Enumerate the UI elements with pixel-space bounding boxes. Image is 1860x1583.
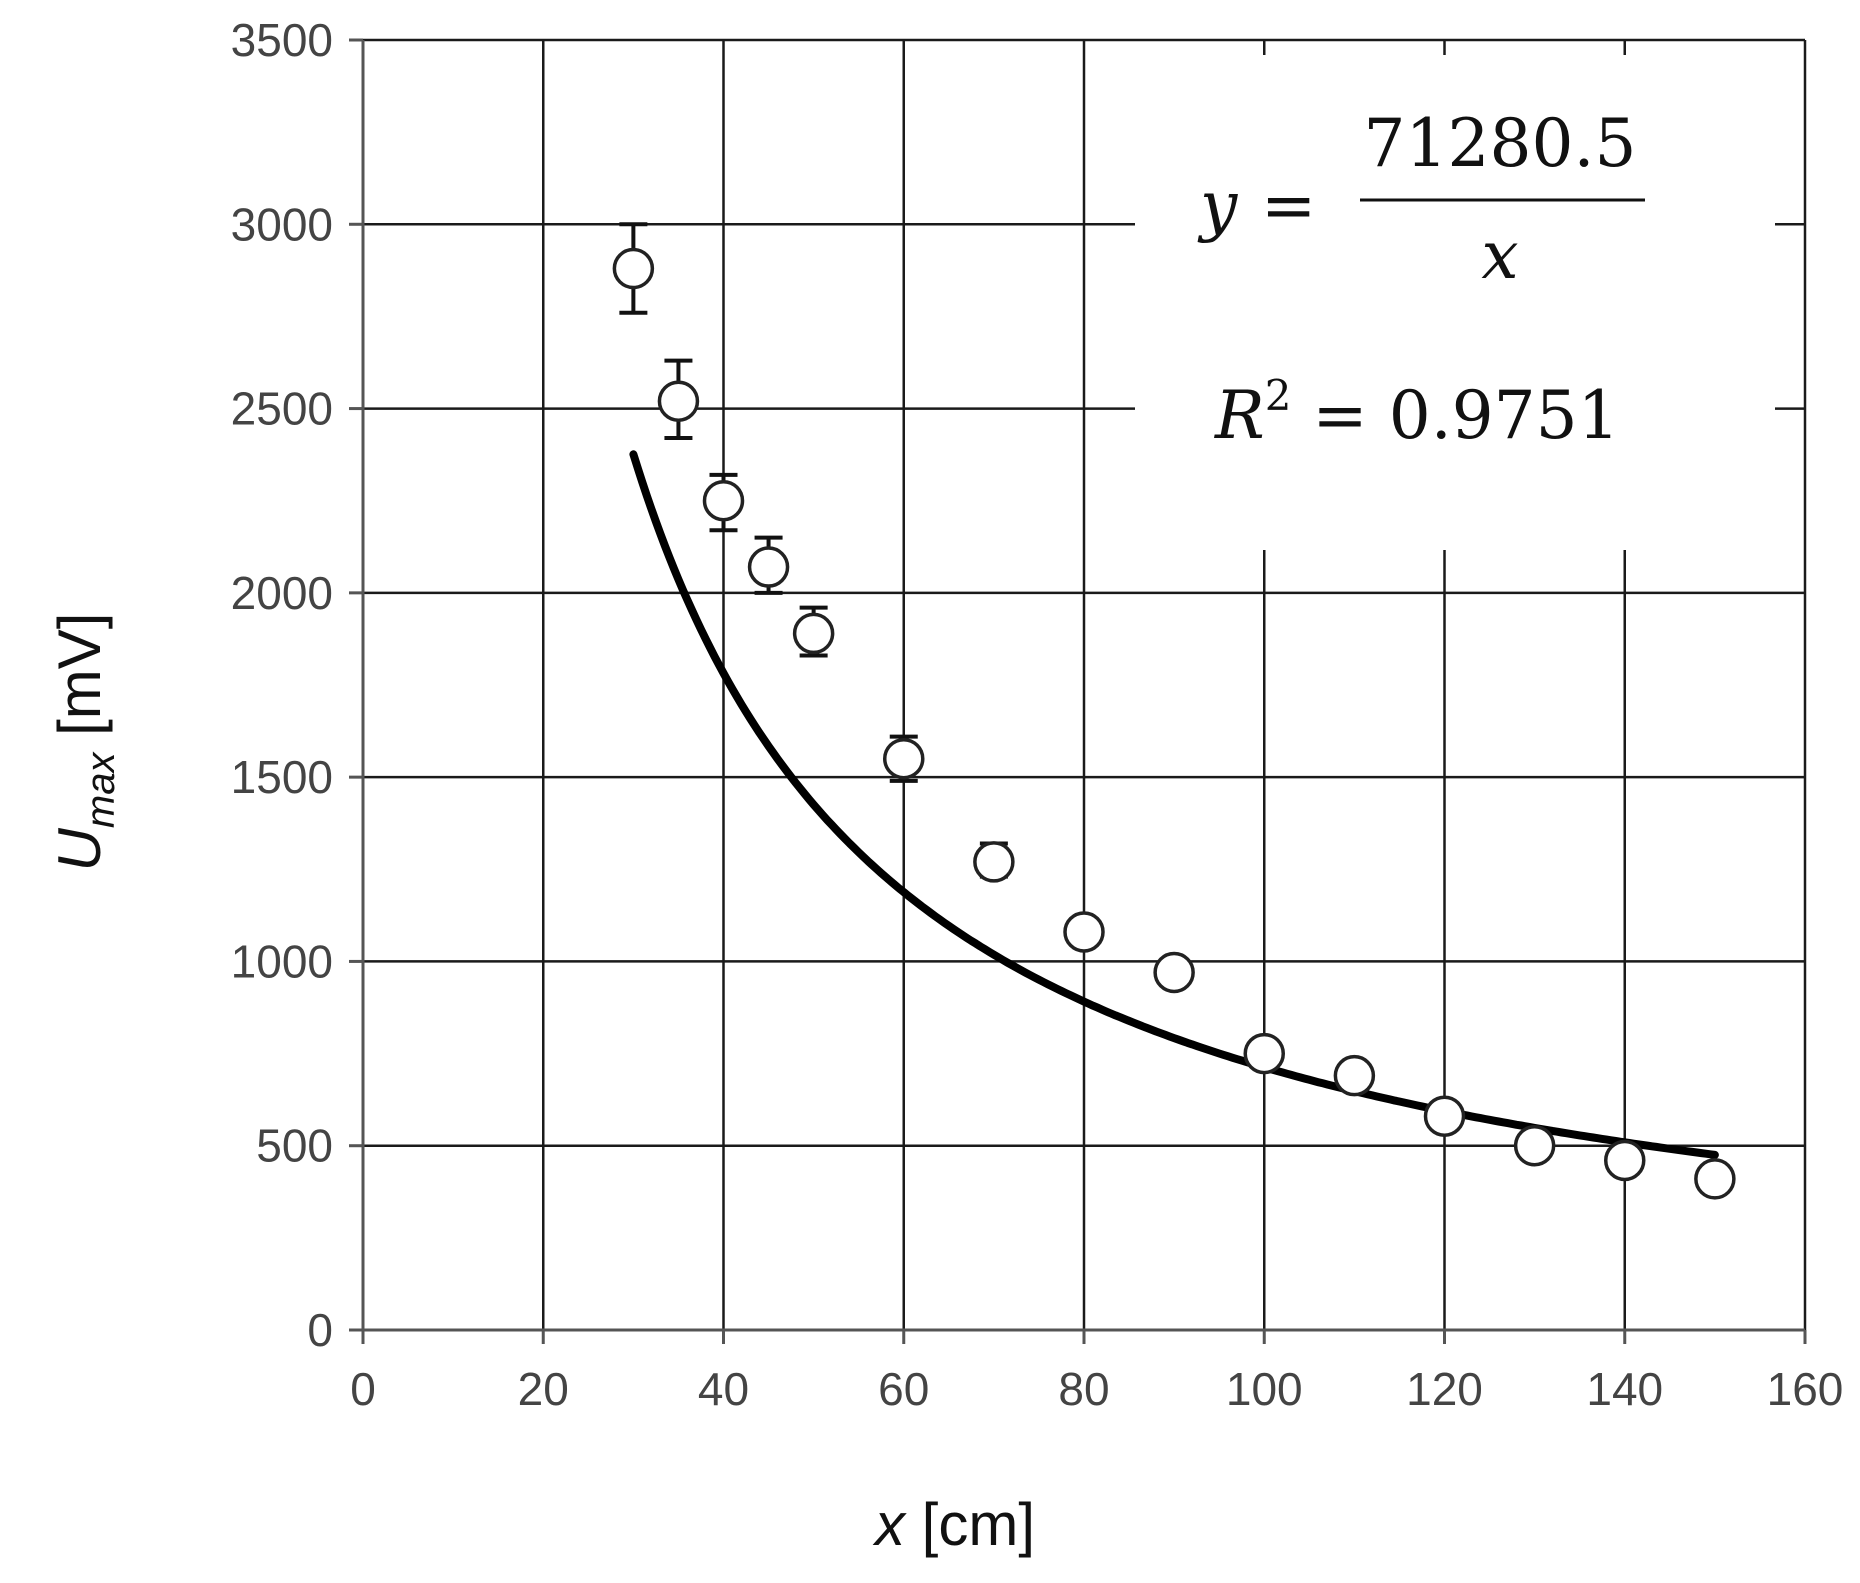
y-tick-label: 0 xyxy=(307,1304,333,1356)
y-axis-label-sub: max xyxy=(79,751,123,829)
y-tick-label: 3500 xyxy=(231,14,333,66)
data-point xyxy=(1333,1054,1376,1097)
data-points-layer xyxy=(612,247,1736,1200)
r-squared-label: R2 = 0.9751 xyxy=(1214,371,1620,454)
data-point xyxy=(792,612,835,655)
x-tick-label: 20 xyxy=(518,1363,569,1415)
x-tick-label: 0 xyxy=(350,1363,376,1415)
fit-curve-layer xyxy=(629,450,1719,1159)
r-squared-rest: = 0.9751 xyxy=(1291,377,1619,454)
x-tick-label: 120 xyxy=(1406,1363,1483,1415)
data-point xyxy=(1153,951,1195,994)
y-axis-label: Umax [mV] xyxy=(46,613,123,872)
data-point xyxy=(883,737,925,780)
r-squared-sup: 2 xyxy=(1265,371,1292,420)
equation-equals: = xyxy=(1240,167,1337,244)
error-bars-layer xyxy=(619,222,1008,879)
data-point xyxy=(1513,1124,1556,1167)
x-tick-label: 60 xyxy=(878,1363,929,1415)
x-tick-label: 160 xyxy=(1767,1363,1844,1415)
tick-labels: 0 20 40 60 80 100 120 140 160 0 500 1000 1500 2000 250… xyxy=(231,14,1844,1415)
annotation-background xyxy=(1135,55,1775,550)
y-tick-label: 1500 xyxy=(231,751,333,803)
data-point xyxy=(657,380,700,422)
data-point xyxy=(612,247,655,290)
data-point xyxy=(1063,911,1105,953)
y-tick-label: 3000 xyxy=(231,198,333,250)
r-squared-base: R xyxy=(1214,377,1265,454)
data-point xyxy=(1243,1032,1285,1075)
x-tick-label: 140 xyxy=(1586,1363,1663,1415)
axes-layer xyxy=(349,38,1807,1344)
x-axis-label-symbol: x xyxy=(872,1491,907,1558)
y-tick-label: 1000 xyxy=(231,935,333,987)
equation-lhs: y xyxy=(1197,167,1238,244)
data-point xyxy=(973,841,1015,883)
data-point xyxy=(1423,1095,1466,1137)
x-tick-label: 40 xyxy=(698,1363,749,1415)
data-point xyxy=(1694,1158,1736,1200)
y-tick-label: 2000 xyxy=(231,567,333,619)
y-tick-label: 2500 xyxy=(231,383,333,435)
x-tick-label: 100 xyxy=(1226,1363,1303,1415)
data-point xyxy=(1604,1139,1646,1182)
y-axis-label-symbol: U xyxy=(46,827,113,871)
equation-annotation: y = 71280.5 x R2 = 0.9751 xyxy=(1135,55,1775,550)
x-axis-label: x [cm] xyxy=(872,1491,1035,1558)
y-tick-label: 500 xyxy=(256,1120,333,1172)
equation-denominator: x xyxy=(1481,217,1518,294)
x-axis-label-unit: [cm] xyxy=(905,1491,1035,1558)
x-tick-label: 80 xyxy=(1058,1363,1109,1415)
fit-curve-line xyxy=(629,450,1719,1159)
y-axis-label-unit: [mV] xyxy=(46,613,113,753)
data-point xyxy=(702,479,745,522)
equation-numerator: 71280.5 xyxy=(1364,105,1637,182)
data-point xyxy=(747,546,790,588)
